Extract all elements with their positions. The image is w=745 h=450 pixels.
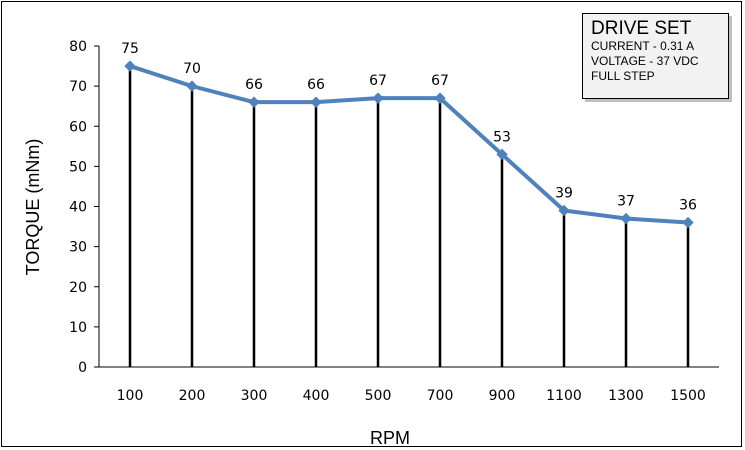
data-label: 67 bbox=[369, 73, 387, 89]
x-tick-label: 1300 bbox=[608, 388, 644, 404]
x-tick-label: 1100 bbox=[546, 388, 582, 404]
drive-set-annotation: DRIVE SET CURRENT - 0.31 A VOLTAGE - 37 … bbox=[582, 13, 729, 99]
data-point bbox=[124, 60, 136, 72]
annotation-step-mode: FULL STEP bbox=[591, 69, 655, 83]
y-tick-label: 80 bbox=[69, 39, 87, 55]
data-point bbox=[248, 96, 260, 108]
x-tick-label: 700 bbox=[427, 388, 454, 404]
y-tick-label: 0 bbox=[78, 360, 87, 376]
y-tick-label: 50 bbox=[69, 159, 87, 175]
data-label: 75 bbox=[121, 41, 139, 57]
data-point bbox=[186, 80, 198, 92]
x-tick-label: 500 bbox=[365, 388, 392, 404]
data-point bbox=[496, 148, 508, 161]
data-label: 66 bbox=[245, 77, 263, 93]
drop-lines bbox=[128, 66, 690, 367]
y-axis-ticks: 0 10 20 30 40 50 60 70 80 bbox=[69, 39, 99, 376]
y-tick-label: 60 bbox=[69, 119, 87, 135]
data-point bbox=[558, 204, 570, 217]
x-tick-label: 1500 bbox=[670, 388, 706, 404]
data-label: 67 bbox=[431, 73, 449, 89]
data-point bbox=[310, 96, 322, 108]
x-axis-title: RPM bbox=[370, 428, 410, 448]
data-point bbox=[620, 212, 632, 225]
x-tick-label: 400 bbox=[303, 388, 330, 404]
data-label: 36 bbox=[679, 198, 697, 214]
data-label: 66 bbox=[307, 77, 325, 93]
data-point bbox=[372, 92, 384, 104]
annotation-title: DRIVE SET bbox=[591, 18, 692, 39]
y-tick-label: 40 bbox=[69, 200, 87, 216]
y-axis-title: TORQUE (mNm) bbox=[23, 139, 43, 276]
annotation-voltage: VOLTAGE - 37 VDC bbox=[591, 54, 699, 68]
data-label: 70 bbox=[183, 61, 201, 77]
data-point bbox=[682, 216, 694, 229]
x-tick-label: 100 bbox=[117, 388, 144, 404]
series-markers bbox=[124, 60, 694, 229]
data-labels: 75 70 66 66 67 67 53 39 37 36 bbox=[121, 41, 697, 213]
annotation-current: CURRENT - 0.31 A bbox=[591, 39, 695, 53]
y-tick-label: 10 bbox=[69, 320, 87, 336]
x-axis-ticks: 100 200 300 400 500 700 900 1100 1300 1500 bbox=[117, 388, 706, 404]
x-tick-label: 900 bbox=[489, 388, 516, 404]
series-line bbox=[129, 64, 689, 225]
data-label: 39 bbox=[555, 186, 573, 202]
data-point bbox=[434, 92, 446, 104]
data-label: 53 bbox=[493, 129, 511, 145]
x-tick-label: 200 bbox=[179, 388, 206, 404]
data-label: 37 bbox=[617, 194, 635, 210]
y-tick-label: 70 bbox=[69, 79, 87, 95]
x-tick-label: 300 bbox=[241, 388, 268, 404]
y-tick-label: 20 bbox=[69, 280, 87, 296]
y-tick-label: 30 bbox=[69, 240, 87, 256]
